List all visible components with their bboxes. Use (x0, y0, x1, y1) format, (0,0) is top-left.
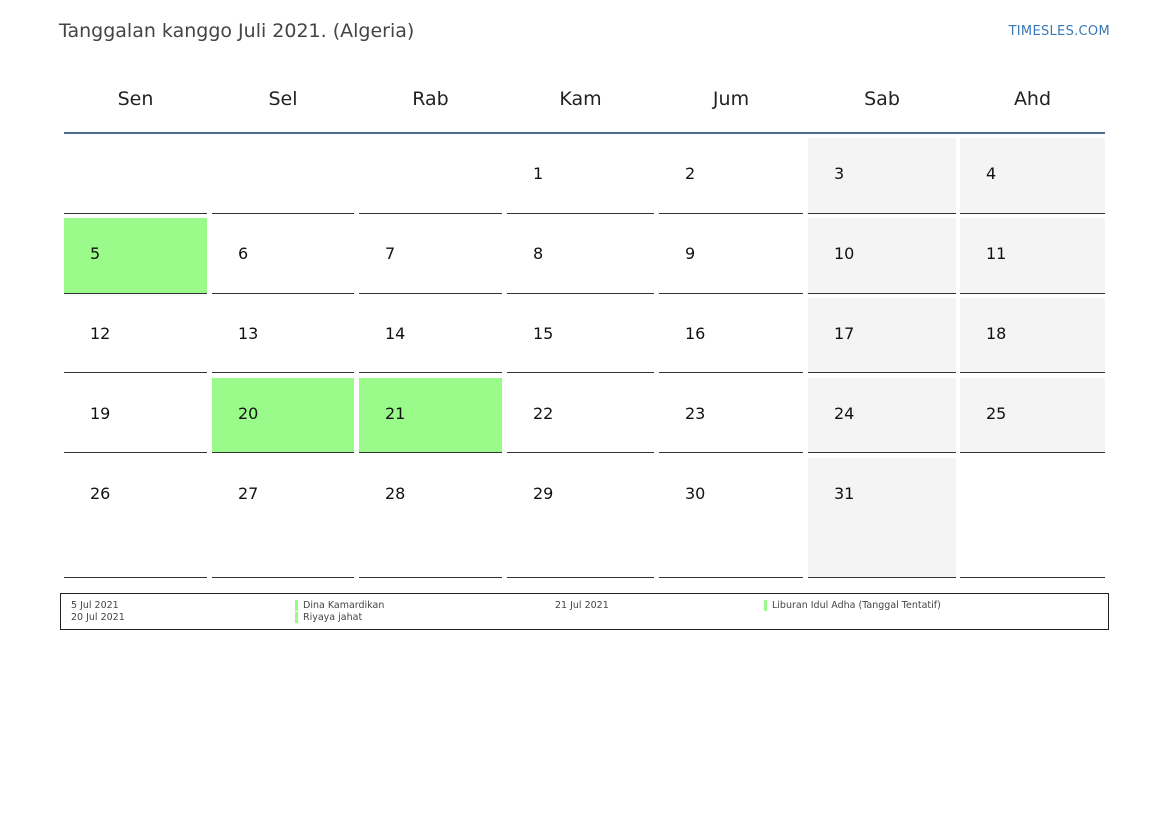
day-cell: 24 (808, 378, 956, 453)
legend-date: 5 Jul 2021 (71, 600, 119, 611)
day-number: 15 (533, 324, 554, 343)
day-cell: 18 (960, 298, 1105, 373)
empty-day-cell (359, 138, 502, 214)
day-number: 24 (834, 404, 855, 423)
day-number: 19 (90, 404, 111, 423)
day-cell: 4 (960, 138, 1105, 214)
day-number: 3 (834, 164, 845, 183)
day-number: 8 (533, 244, 544, 263)
day-number: 25 (986, 404, 1007, 423)
day-number: 1 (533, 164, 544, 183)
day-cell: 7 (359, 218, 502, 294)
legend-date: 21 Jul 2021 (555, 600, 609, 611)
day-number: 26 (90, 484, 111, 503)
day-number: 11 (986, 244, 1007, 263)
legend-date: 20 Jul 2021 (71, 612, 125, 623)
day-cell: 21 (359, 378, 502, 453)
day-cell: 2 (659, 138, 803, 214)
day-cell: 30 (659, 458, 803, 578)
day-number: 6 (238, 244, 249, 263)
day-cell: 29 (507, 458, 654, 578)
weekday-header: Sen Sel Rab Kam Jum Sab Ahd (64, 80, 1105, 134)
day-cell: 26 (64, 458, 207, 578)
day-number: 28 (385, 484, 406, 503)
day-number: 20 (238, 404, 259, 423)
day-number: 27 (238, 484, 259, 503)
day-cell: 10 (808, 218, 956, 294)
day-number: 9 (685, 244, 696, 263)
day-cell: 9 (659, 218, 803, 294)
day-cell: 6 (212, 218, 354, 294)
legend-holiday-name: Riyaya jahat (295, 612, 362, 623)
day-number: 23 (685, 404, 706, 423)
day-number: 18 (986, 324, 1007, 343)
empty-day-cell (64, 138, 207, 214)
day-number: 5 (90, 244, 101, 263)
weekday-wed: Rab (412, 88, 449, 110)
day-cell: 19 (64, 378, 207, 453)
weekday-tue: Sel (268, 88, 298, 110)
day-cell: 31 (808, 458, 956, 578)
day-number: 17 (834, 324, 855, 343)
day-cell: 23 (659, 378, 803, 453)
day-number: 22 (533, 404, 554, 423)
empty-day-cell (960, 458, 1105, 578)
day-cell: 3 (808, 138, 956, 214)
day-cell: 25 (960, 378, 1105, 453)
day-cell: 28 (359, 458, 502, 578)
day-cell: 12 (64, 298, 207, 373)
weekday-mon: Sen (117, 88, 154, 110)
site-link[interactable]: TIMESLES.COM (1008, 24, 1110, 39)
day-cell: 22 (507, 378, 654, 453)
day-cell: 27 (212, 458, 354, 578)
day-cell: 20 (212, 378, 354, 453)
day-number: 2 (685, 164, 696, 183)
weekday-sat: Sab (864, 88, 900, 110)
day-number: 12 (90, 324, 111, 343)
day-cell: 14 (359, 298, 502, 373)
holiday-legend: 5 Jul 2021 Dina Kamardikan 20 Jul 2021 R… (60, 593, 1109, 630)
day-cell: 11 (960, 218, 1105, 294)
day-number: 30 (685, 484, 706, 503)
weekday-thu: Kam (559, 88, 602, 110)
empty-day-cell (212, 138, 354, 214)
day-number: 14 (385, 324, 406, 343)
day-cell: 15 (507, 298, 654, 373)
day-cell: 8 (507, 218, 654, 294)
weekday-fri: Jum (712, 88, 750, 110)
day-cell: 13 (212, 298, 354, 373)
day-cell: 1 (507, 138, 654, 214)
page-title: Tanggalan kanggo Juli 2021. (Algeria) (59, 20, 415, 42)
day-cell: 17 (808, 298, 956, 373)
day-number: 7 (385, 244, 396, 263)
day-number: 4 (986, 164, 997, 183)
day-number: 31 (834, 484, 855, 503)
legend-holiday-name: Dina Kamardikan (295, 600, 384, 611)
day-number: 21 (385, 404, 406, 423)
day-number: 29 (533, 484, 554, 503)
day-number: 16 (685, 324, 706, 343)
day-number: 10 (834, 244, 855, 263)
weekday-sun: Ahd (1013, 88, 1052, 110)
day-number: 13 (238, 324, 259, 343)
day-cell: 16 (659, 298, 803, 373)
legend-holiday-name: Liburan Idul Adha (Tanggal Tentatif) (764, 600, 941, 611)
day-cell: 5 (64, 218, 207, 294)
